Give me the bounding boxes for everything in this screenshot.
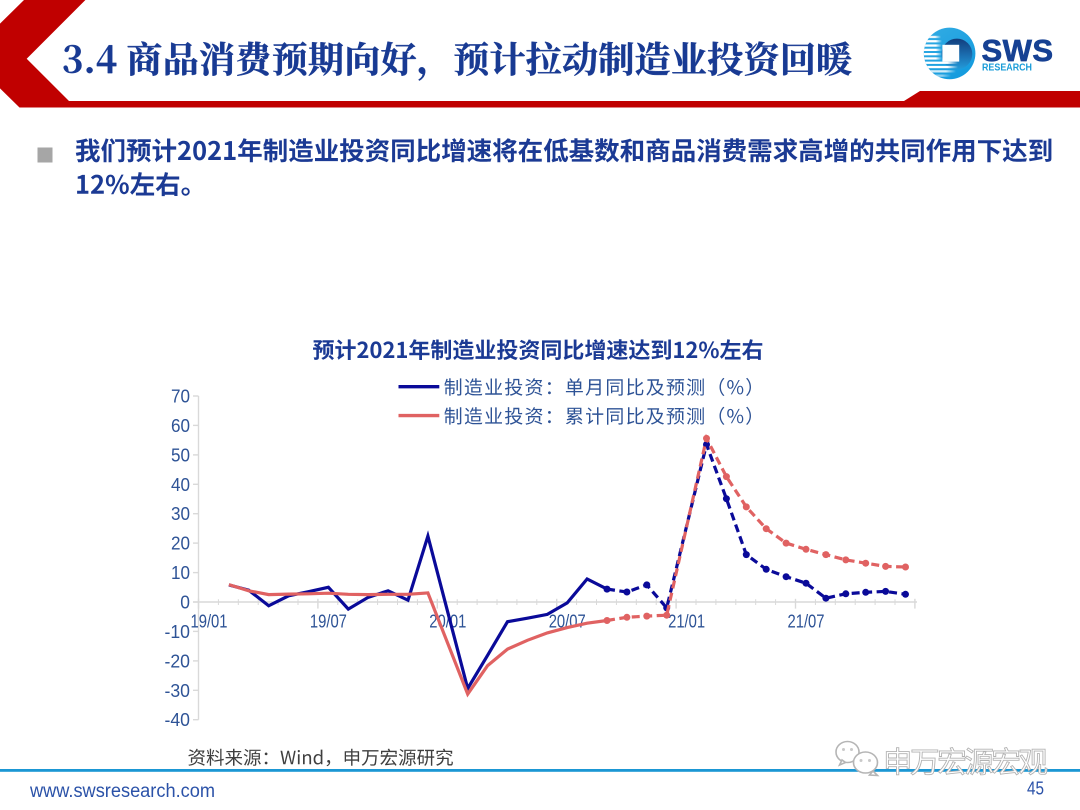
svg-text:45: 45	[1027, 779, 1044, 799]
svg-text:50: 50	[171, 444, 190, 465]
svg-text:SWS: SWS	[982, 33, 1054, 68]
svg-text:60: 60	[171, 415, 190, 436]
svg-text:www.swsresearch.com: www.swsresearch.com	[29, 781, 215, 802]
svg-text:-40: -40	[165, 709, 191, 730]
svg-text:40: 40	[171, 474, 190, 495]
svg-text:10: 10	[171, 562, 190, 583]
svg-text:21/01: 21/01	[668, 611, 705, 632]
svg-text:20: 20	[171, 533, 190, 554]
svg-text:19/01: 19/01	[191, 611, 228, 632]
svg-text:RESEARCH: RESEARCH	[982, 63, 1032, 74]
svg-text:30: 30	[171, 503, 190, 524]
svg-text:19/07: 19/07	[310, 611, 347, 632]
svg-text:70: 70	[171, 386, 190, 407]
svg-text:-10: -10	[165, 621, 191, 642]
svg-text:-30: -30	[165, 680, 191, 701]
svg-text:21/07: 21/07	[788, 611, 825, 632]
svg-text:0: 0	[180, 592, 190, 613]
svg-text:-20: -20	[165, 650, 191, 671]
